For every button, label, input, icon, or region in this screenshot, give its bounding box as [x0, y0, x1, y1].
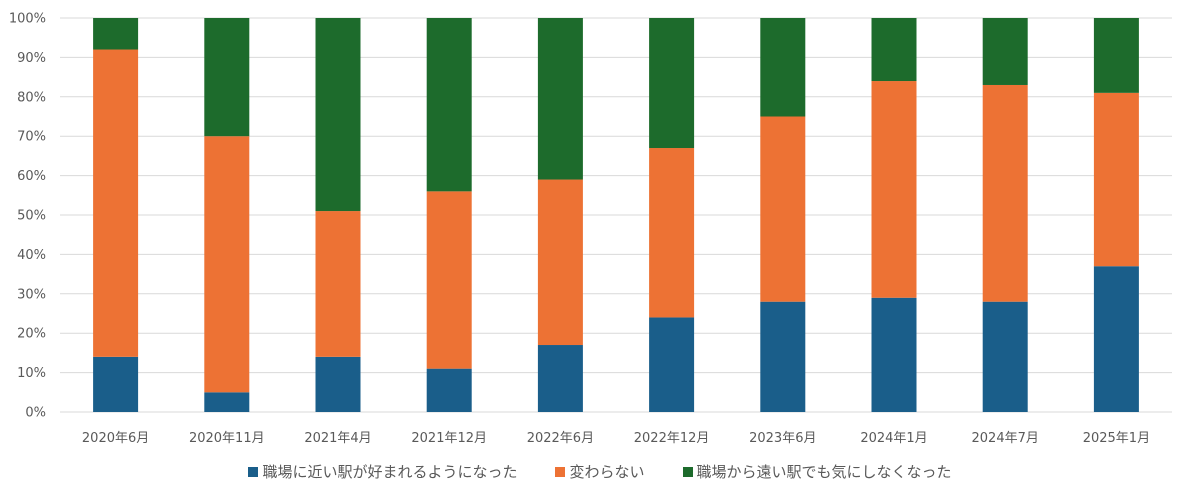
x-tick-label: 2022年12月 — [634, 431, 710, 446]
x-tick-label: 2025年1月 — [1083, 431, 1150, 446]
x-tick-label: 2024年1月 — [860, 431, 927, 446]
y-tick-label: 0% — [25, 406, 46, 421]
bar-segment-series-1 — [871, 81, 917, 298]
legend-item: 職場に近い駅が好まれるようになった — [248, 461, 517, 482]
bar-segment-series-0 — [982, 301, 1028, 412]
bar-segment-series-2 — [426, 18, 472, 192]
x-tick-label: 2024年7月 — [972, 431, 1039, 446]
y-tick-label: 50% — [17, 209, 46, 224]
bar-segment-series-2 — [204, 18, 250, 137]
legend-label: 職場に近い駅が好まれるようになった — [262, 463, 518, 481]
bar-segment-series-2 — [93, 18, 139, 50]
bar-segment-series-0 — [649, 317, 695, 412]
legend: 職場に近い駅が好まれるようになった 変わらない 職場から遠い駅でも気にしなくなった — [0, 461, 1200, 482]
y-tick-label: 20% — [17, 327, 46, 342]
legend-swatch — [248, 466, 259, 477]
y-tick-label: 90% — [17, 51, 46, 66]
bar-segment-series-1 — [760, 116, 806, 302]
bar-segment-series-0 — [537, 345, 583, 412]
y-axis: 0% 10% 20% 30% 40% 50% 60% 70% 80% 90% 100% — [9, 12, 46, 421]
bar-segment-series-1 — [426, 191, 472, 369]
y-tick-label: 30% — [17, 287, 46, 302]
bar-segment-series-2 — [982, 18, 1028, 85]
x-tick-label: 2021年12月 — [411, 431, 487, 446]
bar-segment-series-2 — [649, 18, 695, 149]
bar-segment-series-0 — [315, 356, 361, 412]
bar-segment-series-2 — [315, 18, 361, 212]
legend-swatch — [682, 466, 693, 477]
bar-segment-series-1 — [537, 179, 583, 346]
y-tick-label: 60% — [17, 169, 46, 184]
bar-segment-series-1 — [982, 84, 1028, 302]
bar-segment-series-2 — [871, 18, 917, 82]
bar-segment-series-1 — [1093, 92, 1139, 267]
bar-segment-series-1 — [649, 148, 695, 318]
bar-segment-series-2 — [537, 18, 583, 180]
x-tick-label: 2021年4月 — [304, 431, 371, 446]
bar-segment-series-0 — [760, 301, 806, 412]
y-tick-label: 100% — [9, 12, 46, 27]
x-tick-label: 2023年6月 — [749, 431, 816, 446]
legend-label: 変わらない — [569, 463, 645, 481]
x-tick-label: 2022年6月 — [527, 431, 594, 446]
x-tick-label: 2020年6月 — [82, 431, 149, 446]
x-tick-label: 2020年11月 — [189, 431, 265, 446]
legend-swatch — [555, 466, 566, 477]
legend-item: 職場から遠い駅でも気にしなくなった — [682, 461, 952, 482]
bar-segment-series-0 — [426, 368, 472, 412]
bar-segment-series-0 — [871, 297, 917, 412]
bar-segment-series-0 — [204, 392, 250, 412]
stacked-bar-chart: 0% 10% 20% 30% 40% 50% 60% 70% 80% 90% 100% 2020年6… — [9, 12, 1172, 446]
bar-segment-series-0 — [1093, 266, 1139, 412]
y-tick-label: 80% — [17, 90, 46, 105]
legend-item: 変わらない — [555, 461, 645, 482]
y-tick-label: 40% — [17, 248, 46, 263]
bar-segment-series-0 — [93, 356, 139, 412]
y-tick-label: 70% — [17, 130, 46, 145]
bar-segment-series-2 — [760, 18, 806, 117]
bar-segment-series-1 — [315, 211, 361, 357]
legend-label: 職場から遠い駅でも気にしなくなった — [696, 463, 952, 481]
x-axis: 2020年6月 2020年11月 2021年4月 2021年12月 2022年6月 202… — [82, 431, 1150, 446]
y-tick-label: 10% — [17, 366, 46, 381]
bar-segment-series-1 — [93, 49, 139, 357]
bar-segment-series-2 — [1093, 18, 1139, 93]
bar-segment-series-1 — [204, 136, 250, 393]
bars — [93, 18, 1139, 412]
